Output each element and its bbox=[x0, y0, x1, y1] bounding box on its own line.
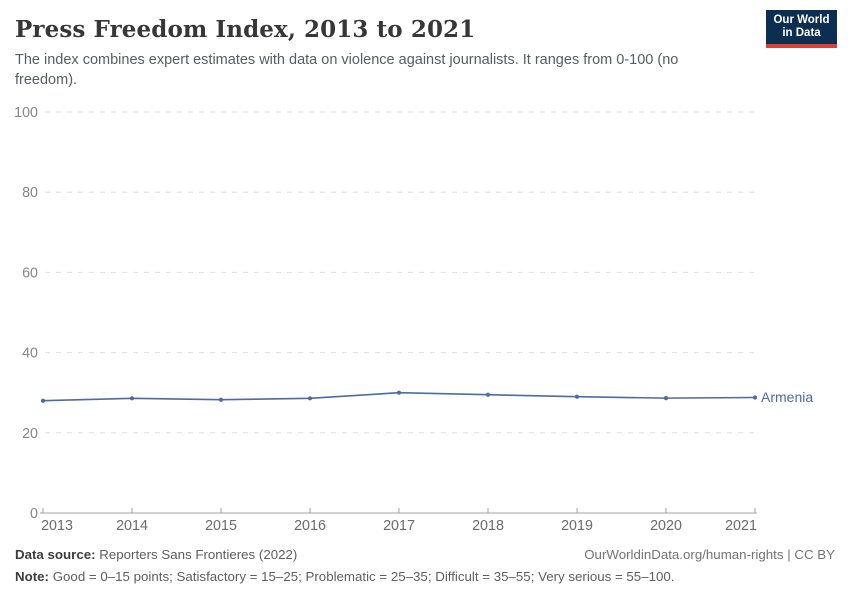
owid-logo-line2: in Data bbox=[782, 27, 821, 39]
page-title: Press Freedom Index, 2013 to 2021 bbox=[15, 16, 476, 43]
data-point-armenia-2015 bbox=[218, 397, 224, 402]
data-point-armenia-2013 bbox=[40, 398, 46, 403]
line-chart-area: 0 20 40 60 80 100 2013 2014 2015 2016 2017 2018 2019… bbox=[0, 95, 850, 545]
owid-logo-line1: Our World bbox=[773, 14, 830, 26]
chart-footer: Data source: Reporters Sans Frontieres (… bbox=[15, 547, 835, 585]
x-tick-label-2021: 2021 bbox=[725, 518, 757, 534]
data-point-armenia-2019 bbox=[574, 394, 580, 399]
note-label: Note: bbox=[15, 569, 49, 584]
x-tick-label-2016: 2016 bbox=[294, 518, 326, 534]
y-tick-label-0: 0 bbox=[30, 506, 38, 522]
owid-logo: Our World in Data bbox=[766, 10, 837, 48]
data-source-label: Data source: bbox=[15, 547, 96, 562]
entity-label-armenia[interactable]: Armenia bbox=[761, 389, 813, 405]
data-point-armenia-2018 bbox=[485, 392, 491, 397]
note-value: Good = 0–15 points; Satisfactory = 15–25… bbox=[52, 569, 675, 584]
y-tick-label-80: 80 bbox=[22, 185, 38, 201]
y-tick-label-40: 40 bbox=[22, 346, 38, 362]
x-tick-label-2019: 2019 bbox=[561, 518, 593, 534]
x-tick-label-2014: 2014 bbox=[116, 518, 148, 534]
data-point-armenia-2020 bbox=[663, 396, 669, 401]
note-line: Note: Good = 0–15 points; Satisfactory =… bbox=[15, 569, 835, 585]
x-tick-label-2017: 2017 bbox=[383, 518, 415, 534]
data-point-armenia-2014 bbox=[129, 396, 135, 401]
data-point-armenia-2021 bbox=[752, 395, 758, 400]
x-tick-label-2018: 2018 bbox=[472, 518, 504, 534]
owid-url-link[interactable]: OurWorldinData.org/human-rights | CC BY bbox=[584, 547, 835, 562]
press-freedom-line-chart: 0 20 40 60 80 100 2013 2014 2015 2016 2017 2018 2019… bbox=[14, 105, 813, 534]
y-tick-label-60: 60 bbox=[22, 265, 38, 281]
x-tick-label-2015: 2015 bbox=[205, 518, 237, 534]
data-point-armenia-2016 bbox=[307, 396, 313, 401]
y-tick-label-20: 20 bbox=[22, 426, 38, 442]
data-source-value: Reporters Sans Frontieres (2022) bbox=[99, 547, 298, 562]
chart-subtitle: The index combines expert estimates with… bbox=[15, 52, 679, 88]
y-tick-label-100: 100 bbox=[14, 105, 38, 121]
data-point-armenia-2017 bbox=[396, 390, 402, 395]
data-source-line: Data source: Reporters Sans Frontieres (… bbox=[15, 547, 297, 563]
x-tick-label-2020: 2020 bbox=[650, 518, 682, 534]
x-tick-label-2013: 2013 bbox=[41, 518, 73, 534]
